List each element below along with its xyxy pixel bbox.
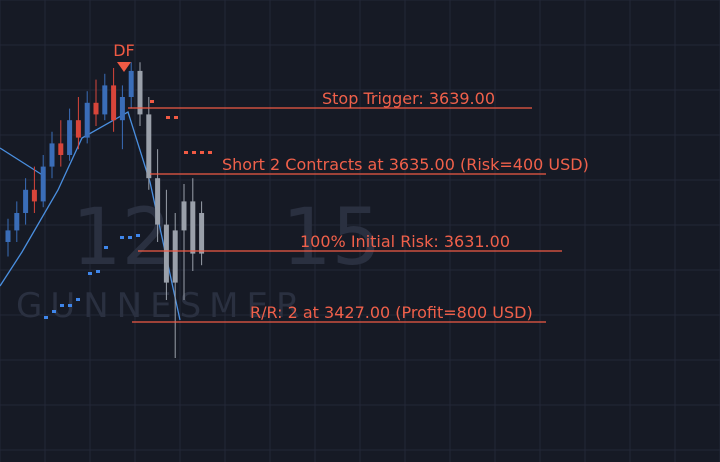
candle-body	[84, 102, 90, 138]
candle-body	[23, 189, 29, 213]
candle	[172, 213, 178, 358]
indicator-dots	[44, 100, 212, 319]
candle-body	[67, 120, 73, 155]
candle	[155, 149, 161, 242]
indicator-dot	[120, 236, 124, 239]
candle-body	[49, 143, 55, 167]
stop-dot	[174, 116, 178, 119]
candle-body	[58, 143, 64, 155]
candle	[40, 155, 46, 208]
candlestick-series	[5, 62, 205, 358]
indicator-dot	[104, 246, 108, 249]
candle-body	[75, 120, 81, 138]
candle-body	[128, 70, 134, 97]
level-label-stop: Stop Trigger: 3639.00	[322, 89, 495, 108]
candle-body	[40, 166, 46, 202]
df-marker: DF	[113, 41, 135, 72]
candle-body	[102, 85, 108, 115]
candle	[84, 91, 90, 144]
candle-body	[146, 114, 152, 179]
indicator-dot	[60, 304, 64, 307]
indicator-dot	[88, 272, 92, 275]
level-target: R/R: 2 at 3427.00 (Profit=800 USD)	[132, 303, 546, 323]
candle	[137, 62, 143, 126]
zigzag-indicator-line-left	[0, 147, 45, 177]
stop-dot	[200, 151, 204, 154]
candle	[5, 218, 11, 257]
indicator-dot	[68, 304, 72, 307]
candle-body	[5, 230, 11, 242]
candle-body	[31, 189, 37, 202]
candle	[75, 97, 81, 150]
candle	[31, 166, 37, 213]
candle	[128, 62, 134, 109]
stop-dot	[184, 151, 188, 154]
candle	[67, 108, 73, 161]
df-label: DF	[113, 41, 135, 60]
indicator-dot	[76, 298, 80, 301]
candle-body	[181, 201, 187, 231]
candle-body	[119, 97, 125, 121]
stop-dot	[166, 116, 170, 119]
candle-body	[190, 201, 196, 254]
watermark-number-right: 15	[282, 193, 381, 283]
indicator-dot	[136, 234, 140, 237]
indicator-dot	[128, 236, 132, 239]
candle	[119, 85, 125, 150]
level-stop: Stop Trigger: 3639.00	[128, 89, 532, 109]
stop-dot	[150, 100, 154, 103]
candle	[58, 120, 64, 167]
zigzag-indicator-line	[0, 111, 181, 321]
candle	[199, 201, 205, 266]
level-label-initial-risk: 100% Initial Risk: 3631.00	[300, 232, 510, 251]
level-entry: Short 2 Contracts at 3635.00 (Risk=400 U…	[150, 155, 589, 175]
indicator-dot	[52, 310, 56, 313]
candle-body	[14, 213, 20, 231]
candle-body	[137, 70, 143, 115]
candle	[14, 201, 20, 242]
candle	[190, 178, 196, 271]
stop-dot	[208, 151, 212, 154]
candle	[49, 131, 55, 179]
candle	[163, 189, 169, 300]
stop-dot	[192, 151, 196, 154]
level-label-entry: Short 2 Contracts at 3635.00 (Risk=400 U…	[222, 155, 589, 174]
candle-body	[111, 85, 117, 121]
candle	[111, 68, 117, 132]
candle	[23, 178, 29, 225]
candle-body	[172, 230, 178, 283]
indicator-dot	[44, 316, 48, 319]
down-triangle-icon	[117, 62, 131, 72]
candle-body	[93, 102, 99, 115]
indicator-dot	[96, 270, 100, 273]
level-label-target: R/R: 2 at 3427.00 (Profit=800 USD)	[250, 303, 533, 322]
candle	[93, 79, 99, 126]
candle-body	[155, 178, 161, 225]
level-initial-risk: 100% Initial Risk: 3631.00	[138, 232, 562, 252]
candle	[181, 184, 187, 300]
candle	[146, 97, 152, 190]
candle	[102, 73, 108, 121]
candle-body	[163, 224, 169, 283]
price-levels: Stop Trigger: 3639.00 Short 2 Contracts a…	[128, 89, 589, 323]
candle-body	[199, 213, 205, 254]
